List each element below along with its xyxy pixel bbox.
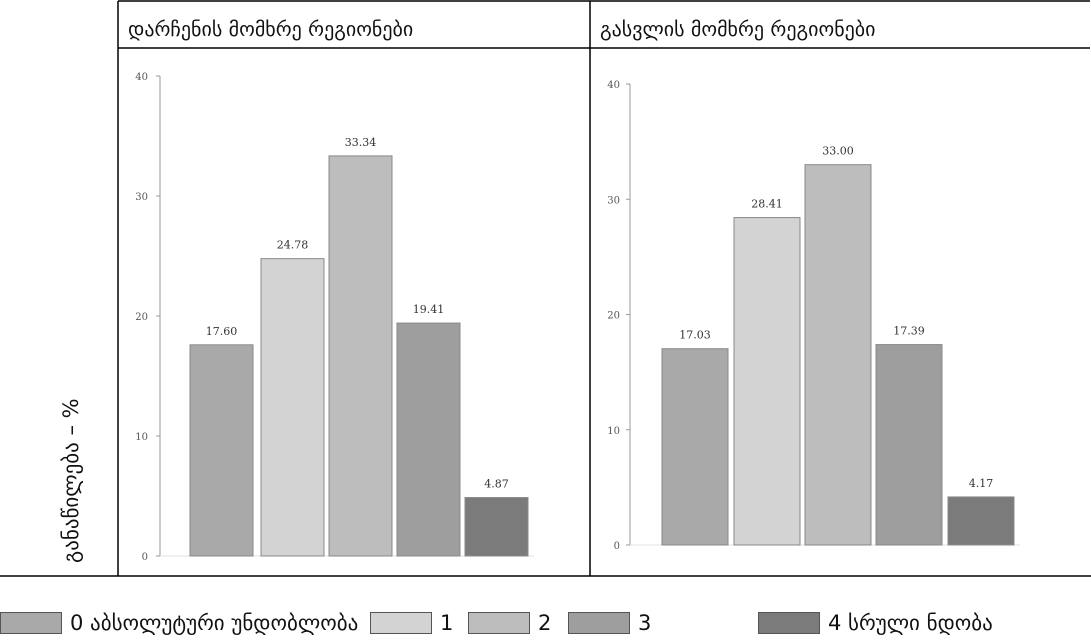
legend-swatch-3 bbox=[568, 612, 630, 634]
y-tick-label-0-4: 40 bbox=[135, 72, 148, 83]
bar-1-1 bbox=[733, 217, 801, 546]
legend-label-1: 1 bbox=[440, 611, 454, 635]
y-tick-label-1-1: 10 bbox=[607, 426, 620, 437]
chart-panel-remain: 0 10 20 30 40 17.60 24.78 33.34 19.41 4.87 bbox=[135, 72, 534, 563]
bar-1-4 bbox=[947, 496, 1015, 546]
bar-value-label-0-4: 4.87 bbox=[484, 478, 509, 491]
y-tick-label-0-2: 20 bbox=[135, 312, 148, 323]
legend-swatch-0 bbox=[0, 612, 62, 634]
legend-label-4: 4 სრული ნდობა bbox=[828, 611, 993, 635]
bar-1-3 bbox=[875, 344, 943, 546]
bar-0-3 bbox=[396, 322, 461, 557]
panel-1-title: დარჩენის მომხრე რეგიონები bbox=[128, 17, 413, 41]
bar-0-2 bbox=[328, 155, 393, 557]
y-tick-label-1-3: 30 bbox=[607, 195, 620, 206]
bar-value-label-0-1: 24.78 bbox=[277, 239, 309, 252]
y-tick-label-0-3: 30 bbox=[135, 192, 148, 203]
legend-label-2: 2 bbox=[538, 611, 552, 635]
bar-1-2 bbox=[804, 164, 872, 546]
bar-1-0 bbox=[661, 348, 729, 546]
bar-0-0 bbox=[189, 344, 254, 557]
bar-value-label-1-0: 17.03 bbox=[679, 329, 711, 342]
panel-2-title: გასვლის მომხრე რეგიონები bbox=[600, 17, 876, 41]
bar-value-label-1-1: 28.41 bbox=[751, 198, 783, 211]
y-tick-label-1-4: 40 bbox=[607, 80, 620, 91]
y-tick-label-0-1: 10 bbox=[135, 432, 148, 443]
bar-value-label-0-3: 19.41 bbox=[413, 303, 445, 316]
bar-value-label-0-0: 17.60 bbox=[206, 325, 238, 338]
y-tick-label-0-0: 0 bbox=[142, 552, 148, 563]
bar-value-label-1-2: 33.00 bbox=[822, 145, 854, 158]
bar-value-label-1-4: 4.17 bbox=[969, 477, 994, 490]
bar-value-label-0-2: 33.34 bbox=[345, 136, 377, 149]
y-axis-label: განაწილება – % bbox=[59, 398, 83, 563]
legend-label-0: 0 აბსოლუტური უნდობლობა bbox=[70, 611, 359, 635]
legend-swatch-2 bbox=[468, 612, 530, 634]
bar-0-1 bbox=[260, 258, 325, 557]
legend-swatch-4 bbox=[758, 612, 820, 634]
legend-swatch-1 bbox=[370, 612, 432, 634]
bar-0-4 bbox=[464, 497, 529, 557]
legend: 0 აბსოლუტური უნდობლობა 1 2 3 4 სრული ნდო… bbox=[0, 604, 1091, 642]
chart-frame: დარჩენის მომხრე რეგიონები გასვლის მომხრე… bbox=[0, 0, 1091, 577]
chart-panel-leave: 0 10 20 30 40 17.03 28.41 33.00 17.39 4.17 bbox=[607, 80, 1020, 552]
y-tick-label-1-0: 0 bbox=[614, 541, 620, 552]
bar-value-label-1-3: 17.39 bbox=[893, 325, 925, 338]
legend-label-3: 3 bbox=[638, 611, 652, 635]
y-tick-label-1-2: 20 bbox=[607, 311, 620, 322]
